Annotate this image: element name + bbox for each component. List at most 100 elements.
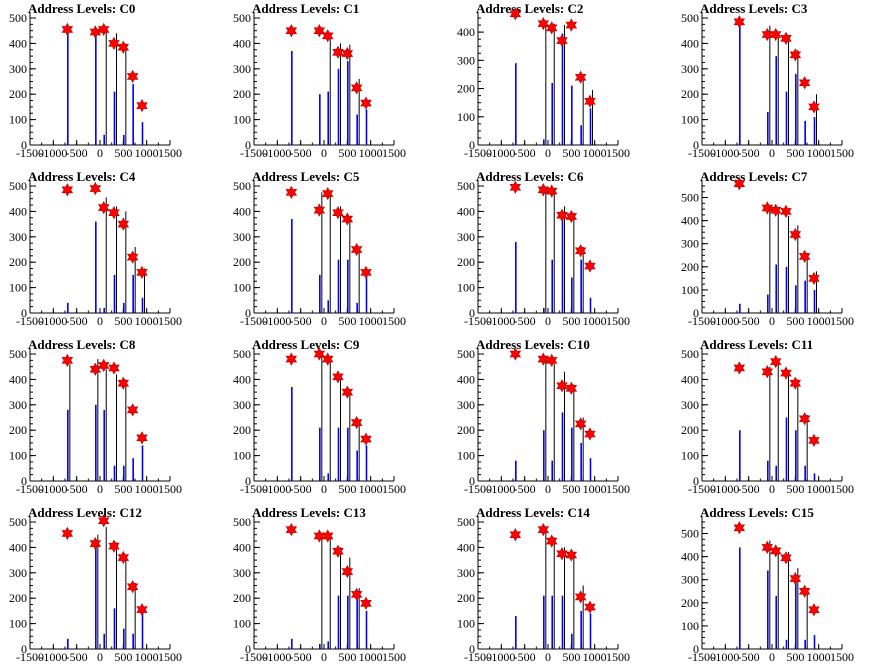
panel-title: Address Levels: C7 [700, 169, 808, 184]
peak-marker [798, 76, 811, 90]
y-tick-label: 0 [693, 474, 699, 488]
chart-panel-13: Address Levels: C13 0 100 200 300 400 500 -1500… [233, 505, 406, 664]
peak-marker [285, 522, 298, 537]
y-tick-label: 400 [457, 540, 475, 554]
x-tick-label: 500 [562, 482, 580, 496]
peak-marker [574, 70, 587, 84]
x-tick-label: 0 [545, 314, 551, 328]
x-tick-label: -1500 [240, 314, 268, 328]
x-tick-label: -1500 [464, 314, 492, 328]
panel-title: Address Levels: C4 [28, 169, 136, 184]
y-tick-label: 100 [681, 283, 699, 297]
y-tick-label: 100 [681, 449, 699, 463]
x-tick-label: -500 [290, 314, 312, 328]
peak-marker [117, 217, 130, 231]
y-tick-label: 400 [9, 540, 27, 554]
x-tick-label: -1500 [16, 650, 44, 664]
peak-marker [565, 18, 578, 32]
x-tick-label: -1000 [263, 482, 291, 496]
y-tick-label: 200 [233, 591, 251, 605]
chart-panel-15: Address Levels: C15 0 100 200 300 400 500 -1500… [681, 505, 854, 664]
x-tick-label: 500 [562, 146, 580, 160]
y-tick-label: 100 [9, 617, 27, 631]
x-tick-label: 1000 [583, 146, 607, 160]
peak-marker [350, 415, 363, 430]
x-tick-label: 1500 [830, 314, 854, 328]
peak-marker [537, 183, 550, 197]
chart-panel-3: Address Levels: C30100200300400500-1500-… [681, 1, 854, 160]
peak-marker [61, 353, 74, 367]
x-tick-label: -500 [290, 650, 312, 664]
y-tick-label: 500 [457, 515, 475, 529]
peak-marker [285, 185, 298, 199]
x-tick-label: 500 [114, 146, 132, 160]
chart-panel-4: Address Levels: C40100200300400500-1500-… [9, 169, 182, 328]
x-tick-label: 1500 [158, 146, 182, 160]
x-tick-label: -1500 [240, 482, 268, 496]
peak-marker [733, 361, 746, 375]
y-tick-label: 500 [233, 515, 251, 529]
peak-marker [313, 24, 326, 38]
x-tick-label: -500 [66, 146, 88, 160]
y-tick-label: 500 [681, 347, 699, 361]
y-tick-label: 400 [681, 36, 699, 50]
peak-marker [565, 548, 578, 562]
peak-marker [574, 590, 587, 604]
peak-marker [332, 206, 344, 220]
x-tick-label: -1500 [688, 482, 716, 496]
panel-title: Address Levels: C0 [28, 1, 135, 16]
peak-marker [285, 24, 298, 38]
x-tick-label: 1500 [606, 314, 630, 328]
y-tick-label: 100 [233, 281, 251, 295]
peak-marker [545, 184, 558, 198]
x-tick-label: 0 [769, 146, 775, 160]
chart-panel-1: Address Levels: C10100200300400500-1500-… [233, 1, 406, 160]
y-tick-label: 400 [457, 25, 475, 39]
peak-marker [733, 521, 746, 535]
y-tick-label: 300 [233, 230, 251, 244]
y-tick-label: 500 [233, 347, 251, 361]
y-tick-label: 100 [681, 619, 699, 633]
y-tick-label: 300 [9, 566, 27, 580]
y-tick-label: 500 [681, 527, 699, 541]
x-tick-label: 0 [545, 146, 551, 160]
chart-panel-9: Address Levels: C90100200300400500-1500-… [233, 337, 406, 496]
peak-marker [360, 265, 372, 280]
y-tick-label: 500 [9, 179, 27, 193]
peak-marker [61, 183, 74, 197]
x-tick-label: 1500 [830, 482, 854, 496]
x-tick-label: 0 [769, 650, 775, 664]
peak-marker [789, 48, 802, 62]
y-tick-label: 200 [681, 260, 699, 274]
peak-marker [537, 352, 550, 366]
peak-marker [537, 16, 550, 31]
peak-marker [126, 69, 139, 84]
peak-marker [108, 206, 120, 220]
x-tick-label: -1000 [487, 650, 515, 664]
peak-marker [808, 271, 820, 286]
x-tick-label: 500 [338, 482, 356, 496]
chart-panel-12: Address Levels: C12 0 100 200 300 400 500 -1500… [9, 505, 182, 664]
x-tick-label: -500 [738, 314, 760, 328]
x-tick-label: 1000 [359, 650, 383, 664]
panel-title: Address Levels: C8 [28, 337, 136, 352]
x-tick-label: 1500 [382, 314, 406, 328]
peak-marker [761, 201, 774, 215]
x-tick-label: -1500 [240, 650, 268, 664]
y-tick-label: 100 [457, 617, 475, 631]
panel-title: Address Levels: C1 [252, 1, 359, 16]
y-tick-label: 300 [457, 398, 475, 412]
x-tick-label: -1500 [688, 650, 716, 664]
peak-marker [565, 381, 578, 395]
y-tick-label: 400 [233, 372, 251, 386]
peak-marker [808, 100, 820, 114]
panel-title: Address Levels: C10 [476, 337, 590, 352]
chart-panel-8: Address Levels: C80100200300400500-1500-… [9, 337, 182, 496]
peak-marker [574, 417, 587, 431]
y-tick-label: 300 [233, 398, 251, 412]
x-tick-label: 0 [321, 146, 327, 160]
x-tick-label: -1000 [263, 146, 291, 160]
peak-marker [808, 433, 820, 448]
peak-marker [769, 203, 782, 217]
